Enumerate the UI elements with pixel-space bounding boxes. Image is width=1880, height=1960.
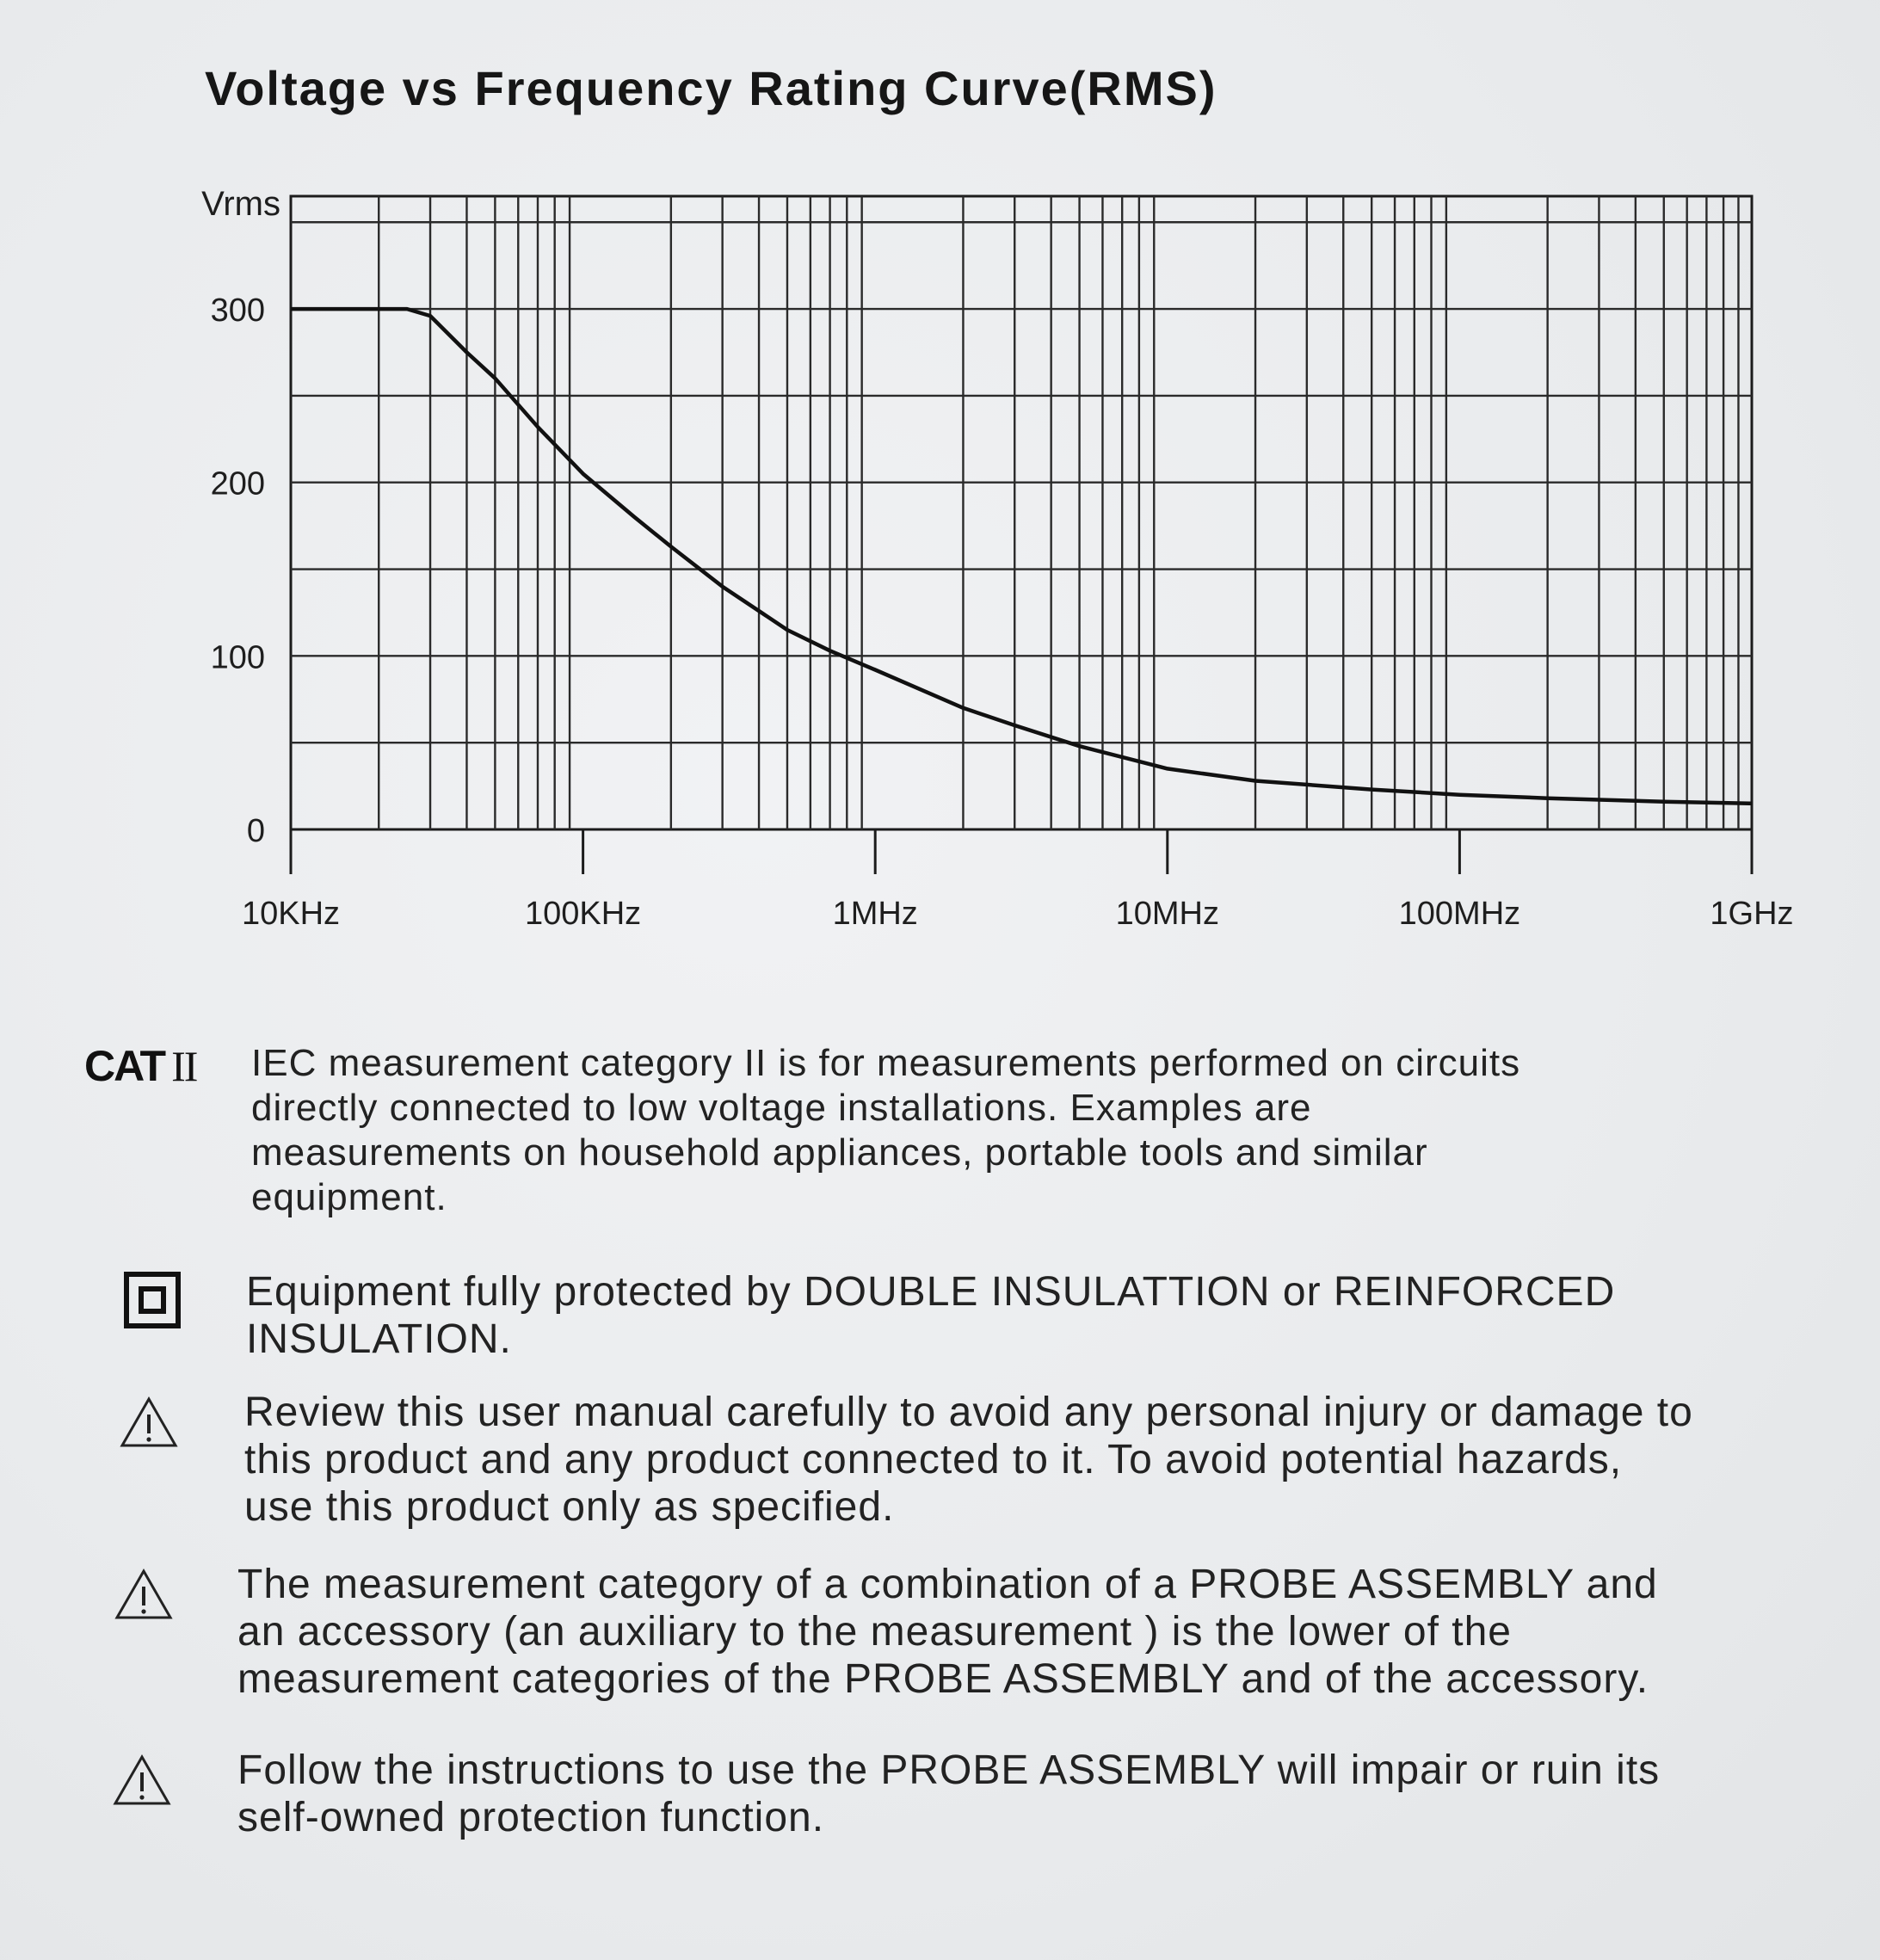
x-tick-label: 100KHz xyxy=(525,896,641,932)
y-tick-label: 300 xyxy=(211,293,265,329)
y-tick-label: 0 xyxy=(247,813,265,849)
y-tick-label: 200 xyxy=(211,466,265,502)
warning-3-text: Follow the instructions to use the PROBE… xyxy=(237,1747,1660,1841)
rating-curve-chart: 10KHz 100KHz 1MHz 10MHz 100MHz 1GHz 0 100 200 300… xyxy=(201,185,1793,932)
text-line: equipment. xyxy=(251,1176,447,1218)
text-line: Equipment fully protected by DOUBLE INSU… xyxy=(246,1269,1616,1315)
x-tick-label: 1GHz xyxy=(1710,896,1793,932)
cat-ii-description: IEC measurement category II is for measu… xyxy=(251,1041,1520,1220)
text-line: this product and any product connected t… xyxy=(244,1437,1623,1482)
warning-1-text: Review this user manual carefully to avo… xyxy=(244,1389,1693,1531)
double-insulation-text: Equipment fully protected by DOUBLE INSU… xyxy=(246,1268,1615,1363)
text-line: measurement categories of the PROBE ASSE… xyxy=(237,1656,1649,1702)
text-line: self-owned protection function. xyxy=(237,1795,825,1840)
chart-title: Voltage vs Frequency Rating Curve(RMS) xyxy=(205,61,1217,115)
text-line: IEC measurement category II is for measu… xyxy=(251,1042,1521,1084)
warning-triangle-icon xyxy=(119,1396,179,1453)
x-tick-label: 1MHz xyxy=(833,896,918,932)
x-tick-label: 100MHz xyxy=(1399,896,1521,932)
cat-ii-label: CAT II xyxy=(84,1041,198,1091)
text-line: INSULATION. xyxy=(246,1316,512,1362)
rating-curve-line xyxy=(291,306,1753,806)
warning-triangle-icon xyxy=(114,1568,174,1625)
warning-triangle-icon xyxy=(112,1754,172,1811)
text-line: Follow the instructions to use the PROBE… xyxy=(237,1747,1661,1793)
text-line: an accessory (an auxiliary to the measur… xyxy=(237,1609,1512,1655)
warning-2-text: The measurement category of a combinatio… xyxy=(237,1561,1658,1703)
x-tick-label: 10KHz xyxy=(242,896,340,932)
text-line: measurements on household appliances, po… xyxy=(251,1131,1428,1174)
y-axis-label: Vrms xyxy=(201,185,280,223)
text-line: Review this user manual carefully to avo… xyxy=(244,1390,1693,1435)
double-insulation-icon xyxy=(124,1272,181,1333)
plot-frame xyxy=(289,194,1754,831)
cat-roman-numeral: II xyxy=(171,1042,198,1090)
x-tick-label: 10MHz xyxy=(1116,896,1219,932)
y-tick-label: 100 xyxy=(211,639,265,675)
cat-label-text: CAT xyxy=(84,1042,166,1090)
text-line: use this product only as specified. xyxy=(244,1484,895,1530)
text-line: directly connected to low voltage instal… xyxy=(251,1087,1312,1129)
text-line: The measurement category of a combinatio… xyxy=(237,1562,1658,1607)
